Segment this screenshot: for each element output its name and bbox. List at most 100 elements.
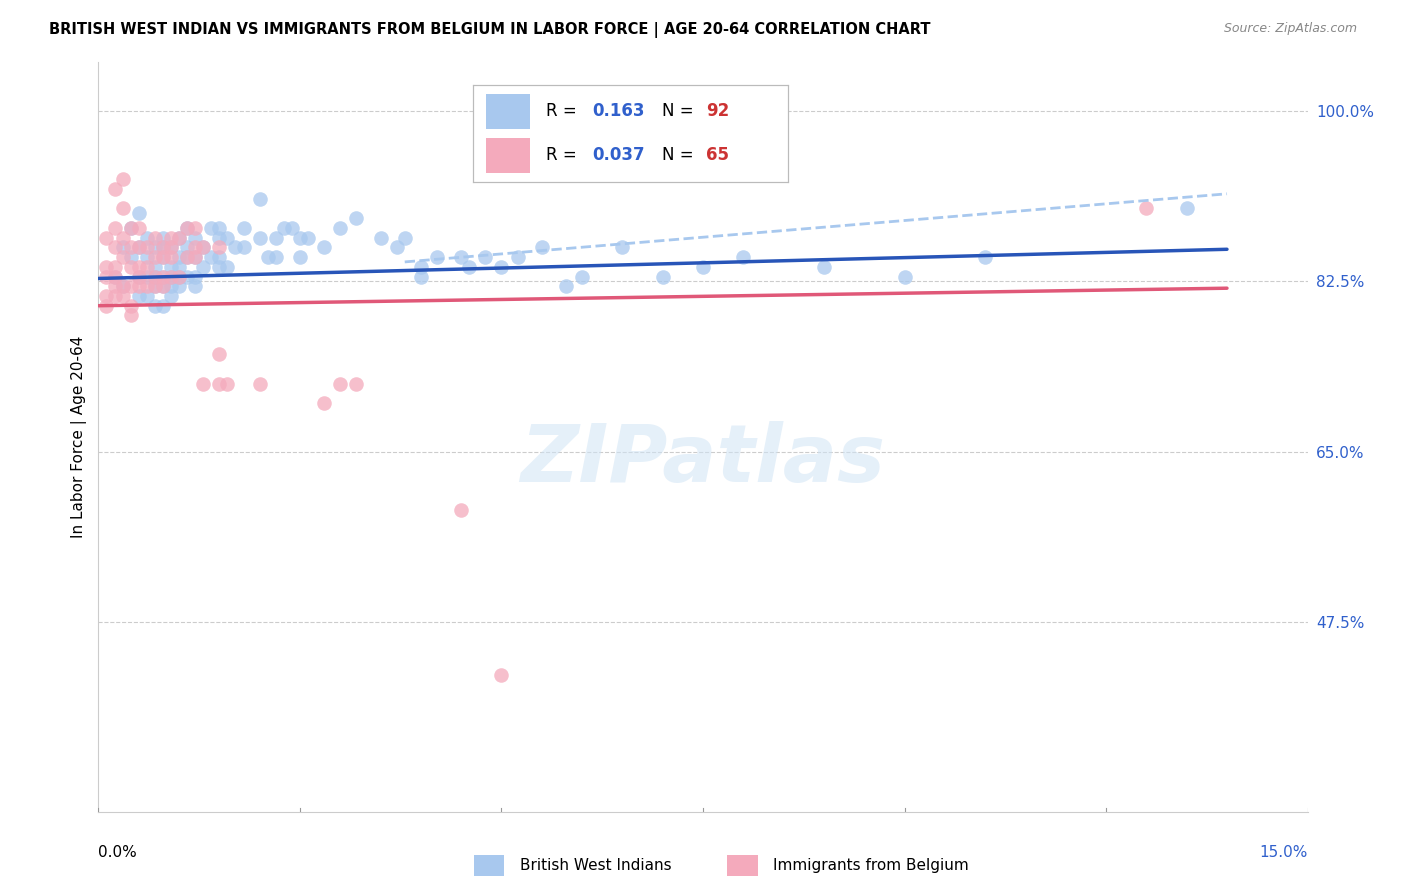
Point — [128, 206, 150, 220]
Point — [103, 269, 125, 284]
Point — [128, 240, 150, 254]
Point — [208, 376, 231, 391]
Point — [612, 240, 634, 254]
Point — [152, 240, 174, 254]
Point — [176, 250, 198, 264]
Point — [96, 289, 118, 303]
Point — [160, 269, 183, 284]
Point — [120, 250, 142, 264]
Point — [167, 230, 190, 244]
Point — [193, 260, 215, 274]
Point — [184, 220, 207, 235]
Point — [208, 347, 231, 361]
Point — [103, 182, 125, 196]
Point — [193, 240, 215, 254]
Point — [111, 289, 134, 303]
Point — [288, 230, 311, 244]
Point — [200, 220, 222, 235]
Text: ZIPatlas: ZIPatlas — [520, 420, 886, 499]
Point — [813, 260, 835, 274]
Point — [314, 240, 336, 254]
Bar — [474, 855, 505, 876]
Point — [160, 260, 183, 274]
Point — [96, 260, 118, 274]
Point — [111, 279, 134, 293]
Point — [128, 269, 150, 284]
Point — [111, 202, 134, 216]
Text: Immigrants from Belgium: Immigrants from Belgium — [773, 858, 969, 872]
Point — [264, 230, 287, 244]
Point — [974, 250, 997, 264]
Point — [329, 220, 352, 235]
Point — [1175, 202, 1198, 216]
Point — [111, 279, 134, 293]
Point — [135, 250, 157, 264]
Point — [143, 269, 166, 284]
Point — [103, 240, 125, 254]
Point — [555, 279, 578, 293]
Point — [273, 220, 295, 235]
Point — [103, 289, 125, 303]
Point — [143, 260, 166, 274]
Point — [152, 279, 174, 293]
Point — [167, 260, 190, 274]
Point — [409, 269, 432, 284]
Point — [692, 260, 714, 274]
Point — [426, 250, 449, 264]
Point — [120, 309, 142, 323]
Point — [217, 260, 239, 274]
Point — [176, 220, 198, 235]
Point — [111, 172, 134, 186]
Point — [128, 260, 150, 274]
Point — [458, 260, 481, 274]
Point — [135, 289, 157, 303]
Point — [120, 279, 142, 293]
Point — [217, 376, 239, 391]
Point — [143, 279, 166, 293]
Point — [160, 269, 183, 284]
Text: Source: ZipAtlas.com: Source: ZipAtlas.com — [1223, 22, 1357, 36]
Point — [344, 376, 367, 391]
Point — [208, 240, 231, 254]
Point — [450, 250, 472, 264]
Point — [167, 230, 190, 244]
Point — [160, 250, 183, 264]
Point — [120, 299, 142, 313]
Point — [329, 376, 352, 391]
Point — [288, 250, 311, 264]
Point — [152, 230, 174, 244]
Point — [344, 211, 367, 226]
Point — [120, 220, 142, 235]
Point — [176, 220, 198, 235]
Point — [249, 376, 271, 391]
Point — [135, 269, 157, 284]
Point — [394, 230, 416, 244]
Point — [167, 269, 190, 284]
Point — [120, 240, 142, 254]
Point — [96, 230, 118, 244]
Point — [200, 250, 222, 264]
Point — [249, 230, 271, 244]
Point — [143, 299, 166, 313]
Point — [314, 396, 336, 410]
Point — [491, 668, 513, 682]
Point — [208, 260, 231, 274]
Point — [143, 230, 166, 244]
Point — [128, 220, 150, 235]
Point — [135, 240, 157, 254]
Point — [409, 260, 432, 274]
Point — [96, 269, 118, 284]
Point — [297, 230, 319, 244]
Point — [96, 299, 118, 313]
Point — [143, 250, 166, 264]
Point — [184, 269, 207, 284]
Text: 0.0%: 0.0% — [98, 846, 138, 861]
Point — [120, 260, 142, 274]
Point — [193, 240, 215, 254]
Point — [167, 279, 190, 293]
Point — [506, 250, 529, 264]
Point — [152, 250, 174, 264]
Point — [256, 250, 278, 264]
Point — [176, 240, 198, 254]
Point — [491, 260, 513, 274]
